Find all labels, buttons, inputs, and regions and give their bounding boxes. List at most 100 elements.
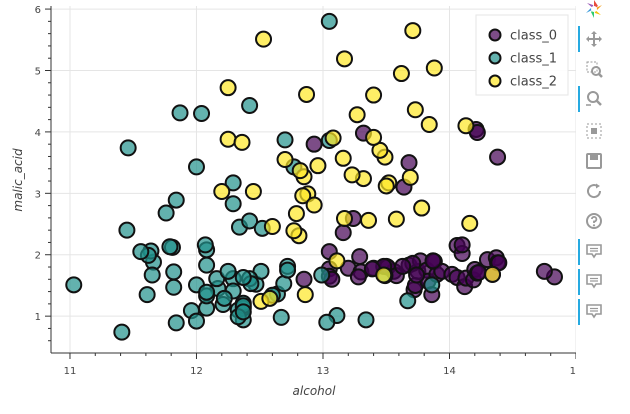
legend-label-class_0: class_0 (510, 29, 557, 44)
data-point-class_0 (453, 236, 471, 254)
pan-icon[interactable] (578, 26, 608, 52)
data-point-class_1 (219, 262, 237, 280)
y-tick-label: 4 (35, 128, 41, 139)
data-point-class_2 (335, 209, 353, 227)
bokeh-logo-icon[interactable] (580, 0, 608, 22)
data-point-class_2 (213, 182, 231, 200)
data-point-class_1 (224, 195, 242, 213)
reset-icon[interactable] (580, 178, 608, 204)
data-point-class_2 (298, 85, 316, 103)
hover-icon[interactable] (578, 269, 608, 295)
y-tick-label: 6 (35, 5, 41, 16)
data-point-class_2 (335, 50, 353, 68)
data-point-class_2 (296, 286, 314, 304)
data-point-class_2 (219, 79, 237, 97)
data-point-class_2 (360, 211, 378, 229)
data-point-class_1 (118, 221, 136, 239)
data-point-class_1 (279, 261, 297, 279)
data-point-class_2 (401, 168, 419, 186)
data-point-class_2 (457, 117, 475, 135)
data-point-class_0 (334, 224, 352, 242)
x-tick-label: 15 (570, 366, 576, 377)
data-point-class_2 (406, 101, 424, 119)
data-point-class_2 (484, 265, 502, 283)
data-point-class_2 (404, 22, 422, 40)
data-point-class_2 (244, 182, 262, 200)
data-point-class_1 (234, 303, 252, 321)
legend-label-class_2: class_2 (510, 75, 557, 90)
data-point-class_2 (425, 59, 443, 77)
data-point-class_0 (394, 257, 412, 275)
y-axis-title: malic_acid (11, 148, 25, 212)
data-point-class_2 (334, 149, 352, 167)
data-point-class_1 (143, 266, 161, 284)
data-point-class_2 (291, 162, 309, 180)
scatter-plot[interactable]: 1112131415123456 alcohol malic_acid clas… (0, 0, 576, 414)
legend-marker-class_1 (488, 51, 502, 65)
data-point-class_1 (65, 276, 83, 294)
data-point-class_2 (324, 129, 342, 147)
data-point-class_1 (313, 266, 331, 284)
data-point-class_2 (365, 128, 383, 146)
hover-icon[interactable] (578, 239, 608, 265)
x-axis-title: alcohol (293, 384, 337, 398)
data-point-class_0 (535, 262, 553, 280)
wheel-zoom-icon[interactable] (578, 86, 608, 112)
data-point-class_1 (187, 158, 205, 176)
data-point-class_1 (167, 191, 185, 209)
data-point-class_2 (377, 177, 395, 195)
y-tick-label: 5 (35, 66, 41, 77)
data-point-class_1 (357, 311, 375, 329)
legend-marker-class_2 (488, 74, 502, 88)
data-point-class_1 (241, 212, 259, 230)
legend: class_0 class_1 class_2 (475, 14, 569, 96)
data-point-class_1 (165, 263, 183, 281)
data-point-class_1 (241, 96, 259, 114)
data-point-class_1 (272, 308, 290, 326)
help-icon[interactable] (580, 208, 608, 234)
data-point-class_2 (294, 187, 312, 205)
data-point-class_1 (320, 12, 338, 30)
data-point-class_2 (305, 196, 323, 214)
data-point-class_1 (198, 283, 216, 301)
data-point-class_2 (263, 217, 281, 235)
data-point-class_2 (261, 289, 279, 307)
data-point-class_2 (285, 222, 303, 240)
y-tick-label: 3 (35, 189, 41, 200)
data-point-class_0 (351, 248, 369, 266)
data-point-class_1 (196, 236, 214, 254)
data-point-class_2 (365, 86, 383, 104)
x-tick-label: 14 (443, 366, 456, 377)
data-point-class_2 (392, 65, 410, 83)
axes: 1112131415123456 (35, 5, 576, 377)
data-point-class_1 (171, 104, 189, 122)
data-point-class_1 (193, 104, 211, 122)
data-point-class_2 (420, 116, 438, 134)
box-zoom-icon[interactable] (580, 56, 608, 82)
data-point-class_1 (113, 323, 131, 341)
save-icon[interactable] (580, 148, 608, 174)
data-point-class_2 (287, 205, 305, 223)
data-point-class_1 (423, 276, 441, 294)
x-tick-label: 12 (190, 366, 203, 377)
data-point-class_0 (305, 135, 323, 153)
data-point-class_2 (276, 151, 294, 169)
data-point-class_1 (215, 289, 233, 307)
data-point-class_2 (375, 266, 393, 284)
y-tick-label: 2 (35, 251, 41, 262)
data-point-class_0 (295, 270, 313, 288)
legend-label-class_1: class_1 (510, 52, 557, 67)
data-point-class_1 (224, 174, 242, 192)
data-point-class_2 (343, 166, 361, 184)
data-point-class_1 (138, 286, 156, 304)
data-point-class_2 (255, 30, 273, 48)
data-point-class_0 (489, 148, 507, 166)
data-point-class_1 (187, 312, 205, 330)
data-point-class_0 (424, 252, 442, 270)
data-point-class_1 (119, 139, 137, 157)
data-point-class_0 (349, 268, 367, 286)
data-point-class_1 (167, 314, 185, 332)
box-select-icon[interactable] (580, 118, 608, 144)
data-point-class_1 (161, 238, 179, 256)
hover-icon[interactable] (578, 299, 608, 325)
